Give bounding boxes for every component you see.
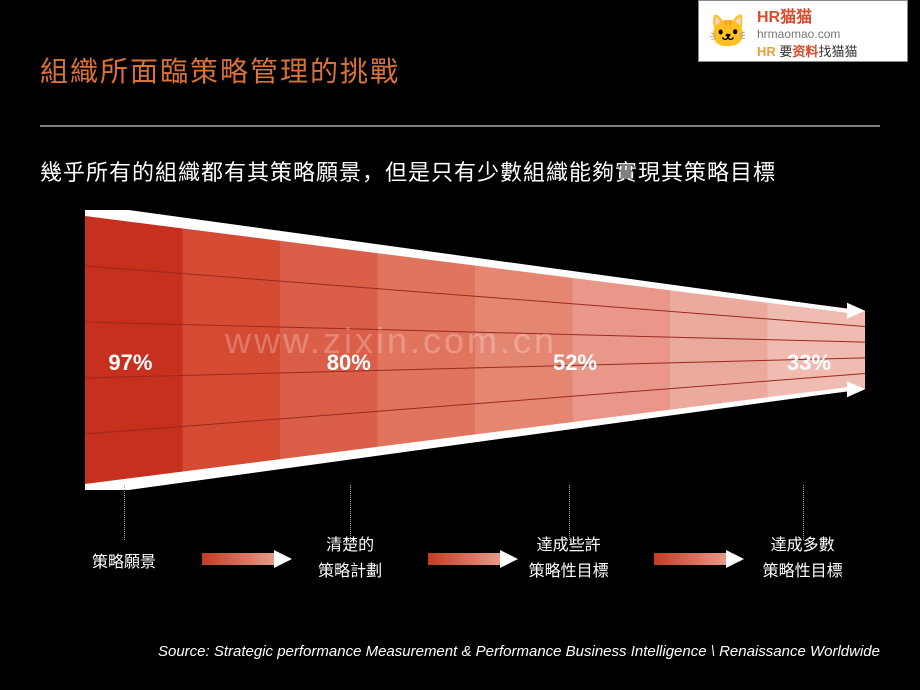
funnel-segment: [183, 223, 281, 478]
dotted-connector: [569, 485, 570, 540]
funnel-segment: [670, 286, 768, 415]
dotted-connector: [350, 485, 351, 540]
stage-arrow-icon: [202, 550, 292, 568]
title-divider: [40, 125, 880, 127]
stage-arrow-icon: [654, 550, 744, 568]
stage-label: 策略願景: [74, 550, 174, 576]
stage-row: 策略願景清楚的 策略計劃達成些許 策略性目標達成多數 策略性目標: [85, 515, 865, 595]
funnel-chart: www.zixin.com.cn 97%80%52%33%: [85, 210, 865, 490]
percentage-label: 97%: [108, 350, 152, 376]
percentage-label: 80%: [327, 350, 371, 376]
logo-text: HR猫猫 hrmaomao.com HR 要资料找猫猫: [757, 3, 857, 60]
logo-line1: HR猫猫: [757, 3, 857, 27]
slide-title: 組織所面臨策略管理的挑戰: [40, 50, 400, 90]
logo: 🐱 HR猫猫 hrmaomao.com HR 要资料找猫猫: [698, 0, 908, 62]
source-citation: Source: Strategic performance Measuremen…: [158, 643, 880, 660]
stage-label: 達成些許 策略性目標: [519, 533, 619, 584]
funnel-segment: [378, 248, 476, 452]
dotted-connector: [803, 485, 804, 540]
logo-line3: HR 要资料找猫猫: [757, 41, 857, 60]
logo-line2: hrmaomao.com: [757, 27, 857, 41]
slide-subtitle: 幾乎所有的組織都有其策略願景，但是只有少數組織能夠實現其策略目標: [40, 155, 776, 187]
stage-arrow-icon: [428, 550, 518, 568]
cat-icon: 🐱: [703, 6, 753, 56]
funnel-svg: [85, 210, 865, 490]
percentage-label: 33%: [787, 350, 831, 376]
stage-label: 清楚的 策略計劃: [300, 533, 400, 584]
percentage-label: 52%: [553, 350, 597, 376]
stage-label: 達成多數 策略性目標: [753, 533, 853, 584]
dotted-connector: [124, 485, 125, 540]
